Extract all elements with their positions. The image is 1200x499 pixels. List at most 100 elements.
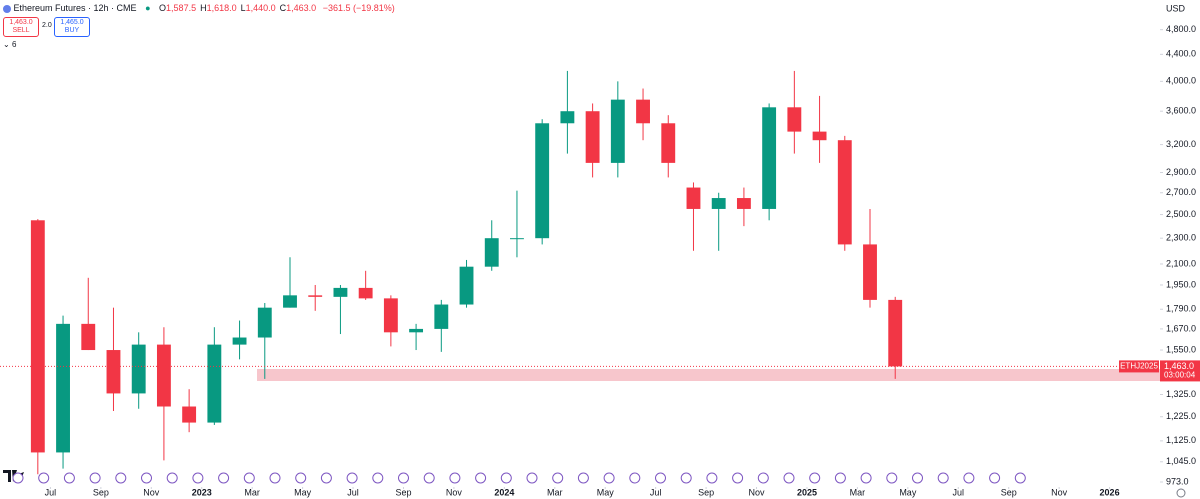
candle-body [358, 287, 373, 299]
y-tick-label: 2,700.0 [1166, 187, 1196, 197]
buy-price: 1,465.0 [60, 19, 84, 26]
symbol: Ethereum Futures · 12h · CME [13, 3, 137, 13]
event-icon [320, 472, 332, 484]
candle-body [736, 198, 751, 209]
ohlc-key: L [240, 3, 246, 13]
countdown: 03:00:04 [1164, 371, 1196, 380]
event-icon [12, 472, 24, 484]
candle-body [560, 111, 575, 124]
event-icon [886, 472, 898, 484]
x-tick-label: Mar [850, 487, 866, 497]
candle-body [636, 99, 650, 124]
candle-body [182, 406, 197, 423]
event-icon [166, 472, 178, 484]
symbol-tag: ETHJ2025 [1120, 362, 1158, 371]
event-icon [192, 472, 204, 484]
event-icon [629, 472, 641, 484]
x-tick-label: Nov [749, 487, 766, 497]
sell-button[interactable]: 1,463.0 SELL [3, 17, 39, 37]
ohlc-key: H [200, 3, 207, 13]
event-icon [115, 472, 127, 484]
y-tick-label: 2,900.0 [1166, 167, 1196, 177]
y-tick-label: 2,300.0 [1166, 233, 1196, 243]
y-tick-label: 1,550.0 [1166, 344, 1196, 354]
candle-body [484, 238, 499, 267]
x-tick-label: 2023 [192, 487, 212, 497]
x-tick-label: Sep [698, 487, 714, 497]
buy-button[interactable]: 1,465.0 BUY [54, 17, 90, 37]
event-icon [269, 472, 281, 484]
candle-body [762, 107, 777, 209]
x-tick-label: 2024 [494, 487, 514, 497]
candle-body [30, 220, 45, 453]
x-tick-label: Jul [953, 487, 965, 497]
symbol-icon [3, 4, 11, 13]
candle-body [409, 328, 424, 333]
y-tick-label: 4,800.0 [1166, 24, 1196, 34]
y-tick-label: 2,100.0 [1166, 258, 1196, 268]
event-icon [552, 472, 564, 484]
event-icon [500, 472, 512, 484]
event-icon [63, 472, 75, 484]
x-tick-label: Sep [93, 487, 109, 497]
y-tick-label: 1,225.0 [1166, 411, 1196, 421]
ohlc-value: 1,463.0 [286, 3, 317, 13]
status-dot: ● [145, 3, 151, 13]
candle-body [106, 350, 121, 394]
candle-body [207, 344, 222, 423]
ohlc-value: 1,618.0 [206, 3, 237, 13]
event-icon [603, 472, 615, 484]
indicators-toggle[interactable]: ⌄ 6 [3, 40, 17, 49]
candle-body [156, 344, 171, 407]
candle-body [610, 99, 625, 163]
sell-price: 1,463.0 [9, 19, 33, 26]
y-tick-label: 1,670.0 [1166, 323, 1196, 333]
event-icon [141, 472, 152, 484]
buy-label: BUY [64, 27, 80, 34]
event-icon [809, 472, 821, 484]
event-icon [732, 472, 744, 484]
event-icon [706, 472, 718, 484]
ohlc-key: O [159, 3, 167, 13]
spread: 2.0 [42, 22, 52, 29]
y-tick-label: 4,400.0 [1166, 49, 1196, 59]
candle-body [661, 123, 676, 163]
y-tick-label: 1,790.0 [1166, 304, 1196, 314]
candle-body [510, 238, 524, 240]
x-tick-label: Jul [650, 487, 662, 497]
event-icon [1014, 472, 1026, 484]
x-tick-label: Jul [347, 487, 359, 497]
event-icon [757, 472, 769, 484]
x-tick-label: Nov [143, 487, 160, 497]
event-icon [577, 472, 589, 484]
y-tick-label: 1,045.0 [1166, 456, 1196, 466]
event-icon [963, 472, 975, 484]
y-tick-label: 1,125.0 [1166, 435, 1196, 445]
x-tick-label: Sep [1001, 487, 1017, 497]
event-icon [860, 472, 872, 484]
x-tick-label: Sep [395, 487, 411, 497]
candle-body [434, 304, 449, 329]
header: Ethereum Futures · 12h · CME ● O1,587.5 H… [3, 3, 395, 13]
event-icon [989, 472, 1001, 484]
x-tick-label: May [597, 487, 615, 497]
event-icon [243, 472, 255, 484]
x-tick-label: Nov [446, 487, 463, 497]
x-tick-label: Mar [547, 487, 563, 497]
event-icon [912, 472, 923, 484]
y-tick-label: 1,950.0 [1166, 279, 1196, 289]
y-tick-label: 4,000.0 [1166, 76, 1196, 86]
settings-icon[interactable] [1176, 488, 1186, 498]
x-tick-label: Nov [1051, 487, 1068, 497]
event-icon [346, 472, 358, 484]
event-icon [937, 472, 949, 484]
event-icon [38, 472, 50, 484]
plot-area [30, 70, 903, 475]
event-icon [449, 472, 461, 484]
price-zone [257, 369, 1160, 381]
event-icon [89, 472, 101, 484]
candle-body [383, 298, 398, 333]
y-tick-label: 3,600.0 [1166, 106, 1196, 116]
price-label: 1,463.0 [1164, 361, 1194, 371]
